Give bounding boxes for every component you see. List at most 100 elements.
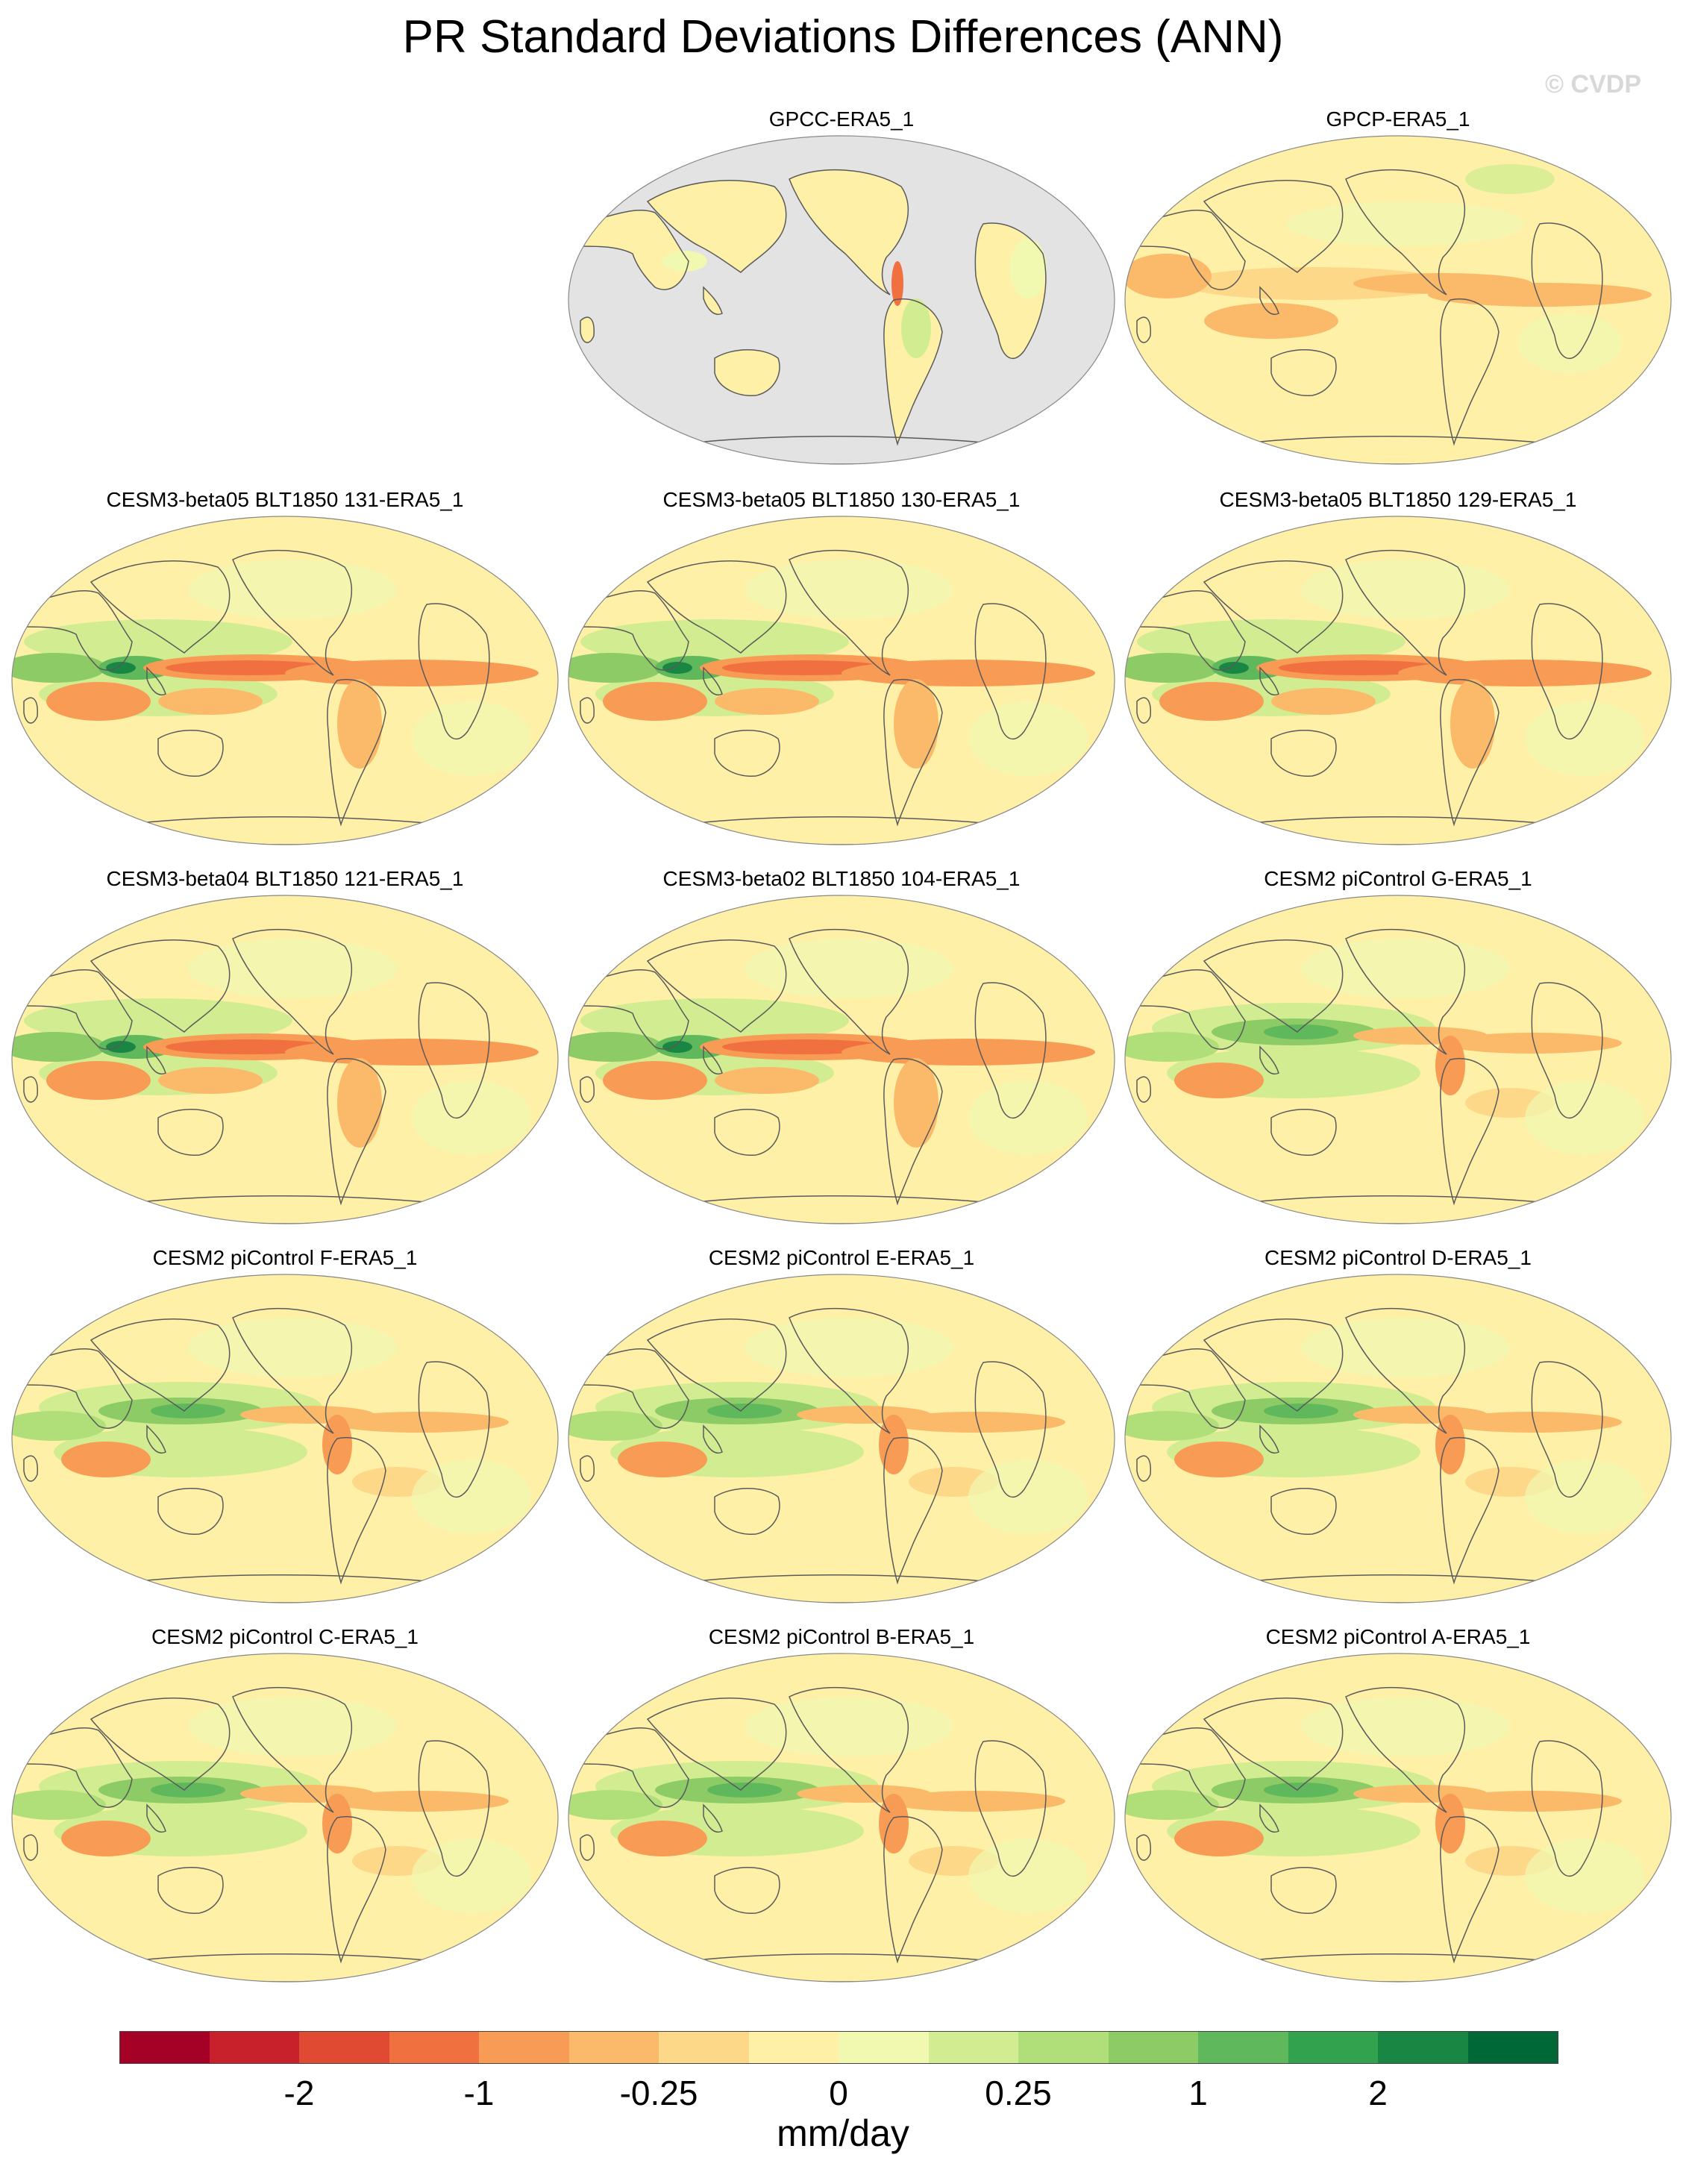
precip-anomaly bbox=[715, 688, 819, 715]
precip-anomaly bbox=[894, 1058, 938, 1148]
coastline bbox=[1203, 1698, 1344, 1791]
coastline bbox=[714, 349, 780, 396]
precip-anomaly bbox=[1435, 1415, 1465, 1474]
map-panel: CESM3-beta04 BLT1850 121-ERA5_1 bbox=[9, 867, 561, 1225]
coastline bbox=[418, 1361, 490, 1498]
coastline bbox=[714, 1867, 780, 1914]
precip-anomaly bbox=[1517, 313, 1622, 373]
coastline bbox=[1136, 210, 1246, 290]
panel-title: CESM3-beta05 BLT1850 131-ERA5_1 bbox=[106, 488, 464, 511]
world-map bbox=[11, 1274, 559, 1603]
precip-anomaly bbox=[158, 1067, 263, 1094]
precip-anomaly bbox=[12, 1411, 106, 1441]
colorbar-swatch bbox=[1378, 2031, 1468, 2064]
map-panel: CESM2 piControl C-ERA5_1 bbox=[9, 1625, 561, 1983]
coastline bbox=[580, 210, 689, 290]
colorbar-swatch bbox=[659, 2031, 749, 2064]
coastline bbox=[646, 560, 787, 654]
land-area bbox=[580, 317, 595, 343]
panel-title: CESM3-beta05 BLT1850 130-ERA5_1 bbox=[662, 488, 1021, 511]
colorbar-swatch bbox=[119, 2031, 210, 2064]
coastline bbox=[580, 697, 595, 724]
coastline bbox=[974, 1740, 1047, 1877]
coastline bbox=[327, 678, 386, 827]
coastline bbox=[646, 1698, 787, 1791]
precip-anomaly bbox=[24, 998, 292, 1043]
precip-anomaly bbox=[1137, 619, 1405, 664]
colorbar-swatch bbox=[839, 2031, 929, 2064]
precip-anomaly bbox=[603, 1061, 707, 1100]
map-outline bbox=[11, 1274, 559, 1603]
coastline bbox=[1531, 603, 1603, 740]
coastline bbox=[157, 1867, 224, 1914]
precip-anomaly bbox=[61, 1821, 151, 1856]
colorbar-outline bbox=[119, 2031, 1558, 2064]
coastline bbox=[1440, 1057, 1499, 1206]
coastline bbox=[327, 1436, 386, 1585]
precip-anomaly bbox=[745, 1318, 953, 1377]
panel-title: CESM2 piControl A-ERA5_1 bbox=[1265, 1625, 1531, 1648]
map-outline bbox=[1124, 1274, 1672, 1603]
precip-anomaly bbox=[842, 1039, 1095, 1066]
panel-title: GPCP-ERA5_1 bbox=[1326, 107, 1470, 131]
coastline bbox=[789, 928, 909, 1055]
precip-anomaly bbox=[1264, 1783, 1338, 1797]
coastline bbox=[146, 1045, 166, 1074]
precip-anomaly bbox=[188, 560, 397, 619]
precip-anomaly bbox=[1286, 201, 1525, 246]
land-area bbox=[648, 180, 786, 272]
precip-anomaly bbox=[151, 1404, 225, 1418]
precip-anomaly bbox=[106, 1041, 136, 1053]
coastline bbox=[974, 1361, 1047, 1498]
map-panel: CESM2 piControl A-ERA5_1 bbox=[1122, 1625, 1674, 1983]
coastline bbox=[580, 316, 595, 343]
precip-anomaly bbox=[322, 1794, 352, 1853]
coastline bbox=[90, 939, 231, 1033]
panel-title: CESM2 piControl C-ERA5_1 bbox=[151, 1625, 419, 1648]
figure-title: PR Standard Deviations Differences (ANN) bbox=[402, 11, 1284, 63]
precip-anomaly bbox=[715, 1067, 819, 1094]
coastline bbox=[1203, 560, 1344, 654]
precip-anomaly bbox=[337, 1058, 382, 1148]
panel-title: GPCC-ERA5_1 bbox=[768, 107, 915, 131]
coastline bbox=[580, 590, 689, 671]
coastline bbox=[703, 1803, 723, 1833]
precip-anomaly bbox=[886, 1412, 1065, 1433]
coastline bbox=[232, 1686, 352, 1813]
coastline bbox=[418, 603, 490, 740]
coastline bbox=[1345, 169, 1465, 295]
map-outline bbox=[11, 895, 559, 1224]
precip-anomaly bbox=[1525, 1080, 1644, 1155]
panel-title: CESM2 piControl E-ERA5_1 bbox=[708, 1246, 975, 1269]
map-outline bbox=[568, 1653, 1115, 1983]
colorbar-swatch bbox=[1018, 2031, 1109, 2064]
precip-anomaly bbox=[1443, 1791, 1622, 1812]
precip-anomaly bbox=[1264, 1404, 1338, 1418]
coastline bbox=[974, 603, 1047, 740]
precip-anomaly bbox=[580, 619, 849, 664]
precip-anomaly bbox=[1525, 701, 1644, 776]
coastline bbox=[1270, 730, 1337, 777]
colorbar-swatch bbox=[389, 2031, 480, 2064]
map-outline bbox=[1124, 895, 1672, 1224]
world-map bbox=[568, 895, 1115, 1224]
precip-anomaly bbox=[1301, 939, 1510, 998]
map-panel: CESM2 piControl B-ERA5_1 bbox=[565, 1625, 1118, 1983]
precip-anomaly bbox=[322, 1415, 352, 1474]
colorbar-tick-label: 2 bbox=[1368, 2074, 1388, 2112]
precip-anomaly bbox=[1435, 1794, 1465, 1853]
precip-anomaly bbox=[1009, 239, 1047, 298]
coastline bbox=[580, 1834, 595, 1861]
coastline bbox=[1136, 697, 1151, 724]
precip-anomaly bbox=[158, 688, 263, 715]
colorbar-swatch bbox=[568, 2031, 659, 2064]
precip-anomaly bbox=[1174, 1442, 1264, 1477]
coastline bbox=[418, 1740, 490, 1877]
precip-anomaly bbox=[968, 1839, 1088, 1913]
precip-anomaly bbox=[1125, 653, 1219, 683]
coastline bbox=[1440, 678, 1499, 827]
coastline bbox=[1203, 1318, 1344, 1412]
precip-anomaly bbox=[1204, 303, 1338, 339]
coastline bbox=[1270, 1109, 1337, 1156]
land-area bbox=[789, 169, 909, 295]
